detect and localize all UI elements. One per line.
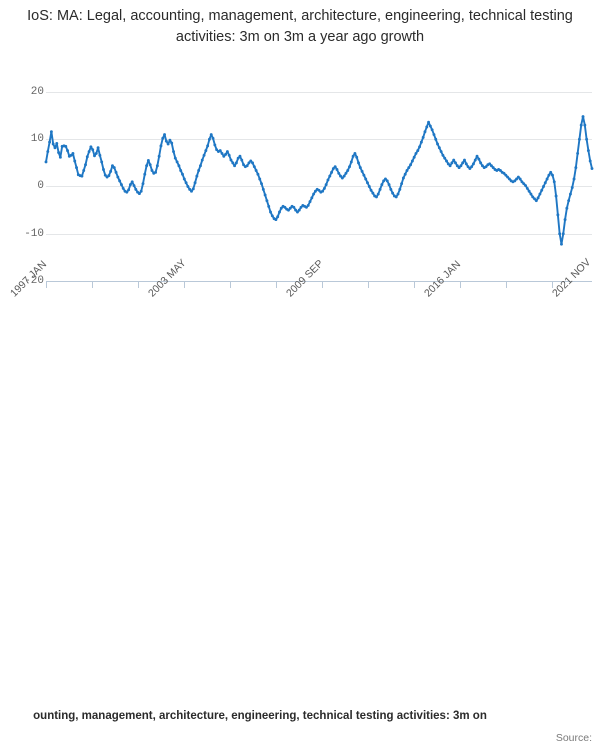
- x-tickmark-6: [322, 281, 323, 288]
- y-axis-labels: 20 10 0 -10 -20: [0, 0, 44, 400]
- y-tick-label-neg10: -10: [24, 228, 44, 240]
- x-tickmark-1: [92, 281, 93, 288]
- x-tickmark-2: [138, 281, 139, 288]
- x-tickmark-3: [184, 281, 185, 288]
- y-tick-label-neg20: -20: [24, 275, 44, 287]
- x-tickmark-4: [230, 281, 231, 288]
- gridline-20: [46, 92, 592, 93]
- x-tickmark-9: [460, 281, 461, 288]
- series-markers: [44, 115, 594, 246]
- series-layer: [44, 115, 594, 246]
- x-tickmark-10: [506, 281, 507, 288]
- chart-title: IoS: MA: Legal, accounting, management, …: [27, 8, 573, 45]
- gridline-neg10: [46, 234, 592, 235]
- footer-caption: ounting, management, architecture, engin…: [33, 710, 487, 722]
- source-label: Source:: [555, 732, 592, 744]
- x-tickmark-5: [276, 281, 277, 288]
- x-axis-line: [46, 281, 592, 282]
- gridline-10: [46, 139, 592, 140]
- gridline-0: [46, 186, 592, 187]
- plot-area: [46, 92, 592, 281]
- x-tickmark-0: [46, 281, 47, 288]
- footer-strip: ounting, management, architecture, engin…: [0, 352, 600, 744]
- y-tick-label-10: 10: [30, 133, 44, 145]
- y-tick-label-20: 20: [30, 86, 44, 98]
- x-tickmark-7: [368, 281, 369, 288]
- y-tick-label-0: 0: [37, 180, 44, 192]
- x-tickmark-8: [414, 281, 415, 288]
- x-tickmark-11: [552, 281, 553, 288]
